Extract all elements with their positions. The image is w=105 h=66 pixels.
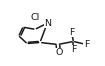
Text: F: F: [84, 40, 89, 49]
Text: O: O: [55, 48, 62, 57]
Text: F: F: [71, 45, 76, 54]
Text: F: F: [69, 28, 74, 37]
Text: Cl: Cl: [30, 13, 40, 22]
Text: N: N: [44, 19, 51, 28]
